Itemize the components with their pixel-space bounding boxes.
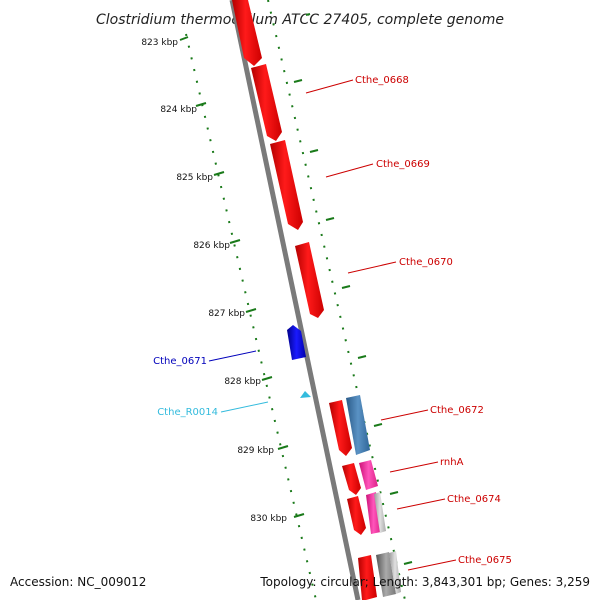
gene-feature[interactable] xyxy=(300,391,311,398)
gene-features xyxy=(232,0,401,600)
genome-summary-text: Topology: circular; Length: 3,843,301 bp… xyxy=(259,575,590,589)
scale-label: 825 kbp xyxy=(176,173,213,183)
genome-backbone xyxy=(229,0,361,600)
gene-label[interactable]: Cthe_0671 xyxy=(153,356,207,367)
scale-label: 826 kbp xyxy=(193,241,230,251)
gene-feature[interactable] xyxy=(359,460,378,490)
scale-label: 829 kbp xyxy=(237,446,274,456)
gene-feature[interactable] xyxy=(358,555,377,600)
map-title: Clostridium thermocellum ATCC 27405, com… xyxy=(96,12,504,28)
gene-feature[interactable] xyxy=(287,325,306,360)
gene-feature[interactable] xyxy=(232,0,262,66)
gene-feature[interactable] xyxy=(374,492,386,533)
gene-label[interactable]: Cthe_0674 xyxy=(447,494,501,505)
gene-label[interactable]: Cthe_0672 xyxy=(430,405,484,416)
gene-label[interactable]: Cthe_0670 xyxy=(399,257,453,268)
accession-text: Accession: NC_009012 xyxy=(10,575,146,589)
gene-label[interactable]: Cthe_0668 xyxy=(355,75,409,86)
gene-label[interactable]: rnhA xyxy=(440,457,464,468)
gene-feature[interactable] xyxy=(329,400,352,456)
scale-label: 824 kbp xyxy=(160,105,197,115)
label-leaders xyxy=(208,79,457,571)
gene-feature[interactable] xyxy=(376,552,396,597)
left-dotted-track xyxy=(185,33,317,600)
gene-feature[interactable] xyxy=(342,463,361,495)
scale-labels: 823 kbp 824 kbp 825 kbp 826 kbp 827 kbp … xyxy=(141,38,287,524)
scale-label: 828 kbp xyxy=(224,377,261,387)
gene-label[interactable]: Cthe_0675 xyxy=(458,555,512,566)
gene-label[interactable]: Cthe_0669 xyxy=(376,159,430,170)
major-ticks xyxy=(179,13,413,565)
right-dotted-track xyxy=(267,0,406,600)
gene-label[interactable]: Cthe_R0014 xyxy=(157,407,218,418)
scale-label: 830 kbp xyxy=(250,514,287,524)
gene-feature[interactable] xyxy=(270,140,303,230)
gene-feature[interactable] xyxy=(347,496,366,535)
gene-feature[interactable] xyxy=(251,64,282,141)
gene-feature[interactable] xyxy=(295,242,324,318)
scale-label: 823 kbp xyxy=(141,38,178,48)
gene-feature[interactable] xyxy=(346,395,370,455)
gene-feature[interactable] xyxy=(389,551,401,594)
gene-labels: Cthe_0668 Cthe_0669 Cthe_0670 Cthe_0671 … xyxy=(153,75,512,566)
scale-label: 827 kbp xyxy=(208,309,245,319)
